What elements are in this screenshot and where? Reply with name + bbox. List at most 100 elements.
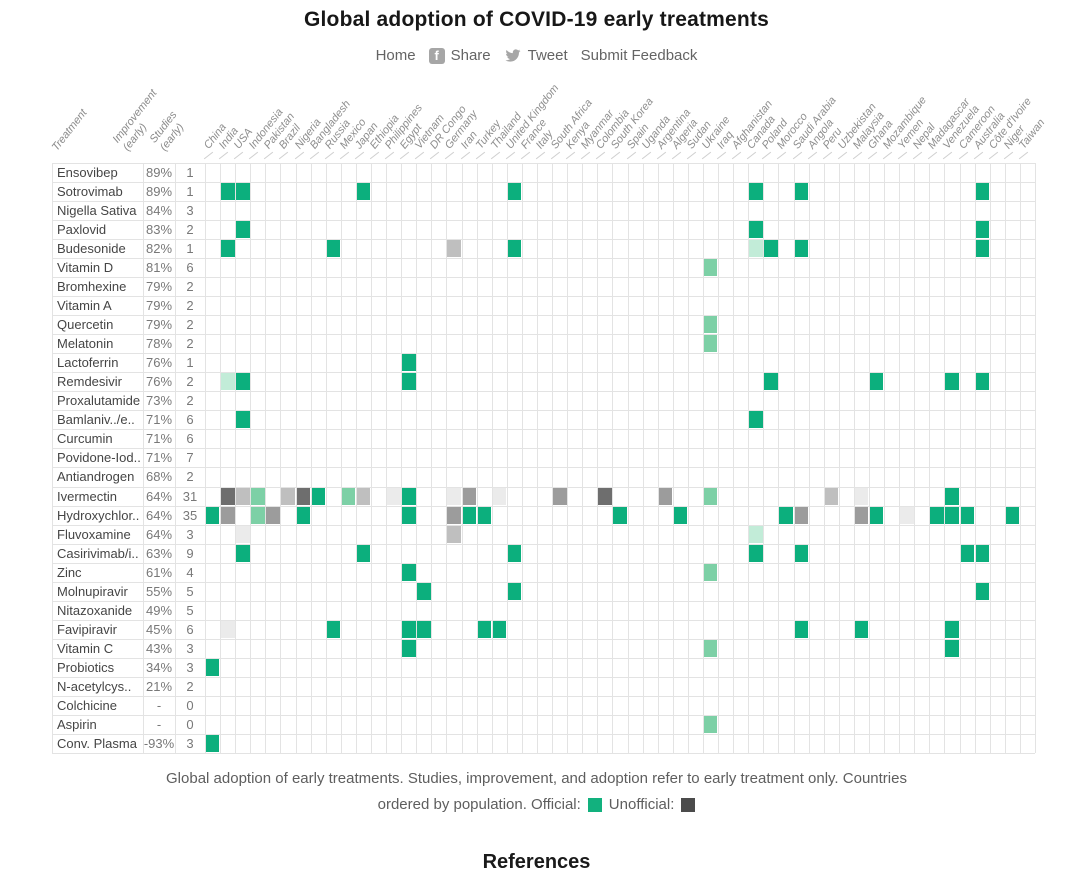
- column-tick: [369, 151, 380, 160]
- treatment-name[interactable]: Ensovibep: [57, 165, 118, 180]
- treatment-name[interactable]: Probiotics: [57, 659, 115, 675]
- grid-vline: [642, 163, 644, 753]
- nav-submit-feedback-link[interactable]: Submit Feedback: [580, 47, 698, 64]
- column-tick: [535, 151, 546, 160]
- treatment-name[interactable]: Molnupiravir: [57, 583, 128, 599]
- nav-tweet-link[interactable]: Tweet: [527, 47, 568, 64]
- treatment-name[interactable]: Lactoferrin: [57, 355, 119, 371]
- treatment-name[interactable]: Remdesivir: [57, 374, 123, 390]
- treatment-name[interactable]: Povidone-Iod..: [57, 450, 141, 466]
- grid-vline: [355, 163, 357, 753]
- grid-vline: [974, 163, 976, 753]
- improvement-value: 89%: [145, 165, 173, 180]
- treatment-name[interactable]: Antiandrogen: [57, 469, 135, 485]
- caption-official-label: ordered by population. Official:: [377, 796, 581, 813]
- treatment-name[interactable]: Quercetin: [57, 317, 114, 333]
- grid-hline: [52, 220, 1035, 222]
- heatmap-cell: [326, 240, 341, 258]
- studies-value: 6: [186, 621, 194, 637]
- improvement-value: 71%: [145, 412, 173, 428]
- column-tick: [339, 151, 349, 160]
- grid-vline: [718, 163, 720, 753]
- treatment-name[interactable]: N-acetylcys..: [57, 678, 132, 694]
- column-tick: [520, 151, 531, 160]
- treatment-name[interactable]: Zinc: [57, 564, 82, 580]
- heatmap-cell: [749, 525, 763, 543]
- grid-hline: [52, 448, 1035, 450]
- treatment-name[interactable]: Conv. Plasma: [57, 735, 137, 751]
- grid-vline: [265, 163, 267, 753]
- column-tick: [973, 151, 983, 160]
- twitter-icon[interactable]: [504, 48, 522, 63]
- column-tick: [1003, 151, 1013, 160]
- column-tick: [430, 151, 440, 160]
- heatmap-cell: [402, 354, 416, 372]
- grid-vline: [899, 163, 901, 753]
- grid-vline: [868, 163, 870, 753]
- grid-hline: [52, 239, 1035, 241]
- facebook-icon[interactable]: f: [428, 47, 445, 64]
- studies-value: 7: [186, 450, 194, 466]
- studies-value: 5: [186, 583, 194, 599]
- studies-value: 1: [186, 241, 194, 257]
- grid-vline: [340, 163, 342, 753]
- column-tick: [415, 151, 425, 160]
- improvement-value: 84%: [145, 203, 173, 219]
- heatmap-cell: [960, 544, 974, 562]
- treatment-name[interactable]: Fluvoxamine: [57, 526, 131, 542]
- improvement-value: 21%: [145, 678, 173, 694]
- grid-vline: [416, 163, 418, 753]
- column-tick: [747, 151, 757, 160]
- treatment-name[interactable]: Bamlaniv../e..: [57, 412, 135, 428]
- column-tick: [354, 151, 365, 160]
- heatmap-cell: [221, 487, 235, 505]
- heatmap-cell: [794, 183, 808, 201]
- treatment-name[interactable]: Melatonin: [57, 336, 114, 352]
- treatment-name[interactable]: Favipiravir: [57, 621, 117, 637]
- treatment-name[interactable]: Vitamin C: [57, 640, 114, 656]
- treatment-name[interactable]: Hydroxychlor..: [57, 507, 140, 523]
- heatmap-cell: [673, 506, 688, 524]
- heatmap-cell: [221, 240, 235, 258]
- treatment-name[interactable]: Colchicine: [57, 697, 117, 713]
- grid-hline: [52, 505, 1035, 507]
- column-tick: [792, 151, 802, 160]
- treatment-name[interactable]: Budesonide: [57, 241, 126, 257]
- nav-share-link[interactable]: Share: [450, 47, 491, 64]
- treatment-name[interactable]: Casirivimab/i..: [57, 545, 139, 561]
- treatment-name[interactable]: Nitazoxanide: [57, 602, 133, 618]
- treatment-name[interactable]: Vitamin A: [57, 298, 112, 314]
- heatmap-cell: [854, 487, 869, 505]
- heatmap-cell: [236, 544, 250, 562]
- treatment-name[interactable]: Vitamin D: [57, 260, 114, 276]
- grid-vline: [1004, 163, 1006, 753]
- heatmap-cell: [236, 183, 250, 201]
- treatment-name[interactable]: Ivermectin: [57, 488, 117, 504]
- improvement-value: 49%: [145, 602, 173, 618]
- heatmap-cell: [613, 506, 627, 524]
- heatmap-cell: [854, 620, 869, 638]
- treatment-name[interactable]: Sotrovimab: [57, 184, 123, 200]
- improvement-value: 83%: [145, 222, 173, 238]
- treatment-name[interactable]: Curcumin: [57, 431, 113, 447]
- grid-hline: [52, 657, 1035, 659]
- improvement-value: 63%: [145, 545, 173, 561]
- heatmap-cell: [507, 544, 522, 562]
- treatment-name[interactable]: Paxlovid: [57, 222, 107, 238]
- treatment-name[interactable]: Bromhexine: [57, 279, 127, 295]
- improvement-value: 55%: [145, 583, 173, 599]
- treatment-name[interactable]: Nigella Sativa: [57, 203, 137, 219]
- grid-vline: [521, 163, 523, 753]
- improvement-value: 43%: [145, 640, 173, 656]
- studies-value: 6: [186, 412, 194, 428]
- improvement-value: 73%: [145, 393, 173, 409]
- grid-vline: [672, 163, 674, 753]
- studies-value: 4: [186, 564, 194, 580]
- grid-vline: [295, 163, 297, 753]
- improvement-value: 78%: [145, 336, 173, 352]
- treatment-name[interactable]: Aspirin: [57, 716, 97, 732]
- chart-caption: Global adoption of early treatments. Stu…: [0, 766, 1073, 818]
- nav-home-link[interactable]: Home: [375, 47, 416, 64]
- heatmap-cell: [869, 373, 884, 391]
- treatment-name[interactable]: Proxalutamide: [57, 393, 141, 409]
